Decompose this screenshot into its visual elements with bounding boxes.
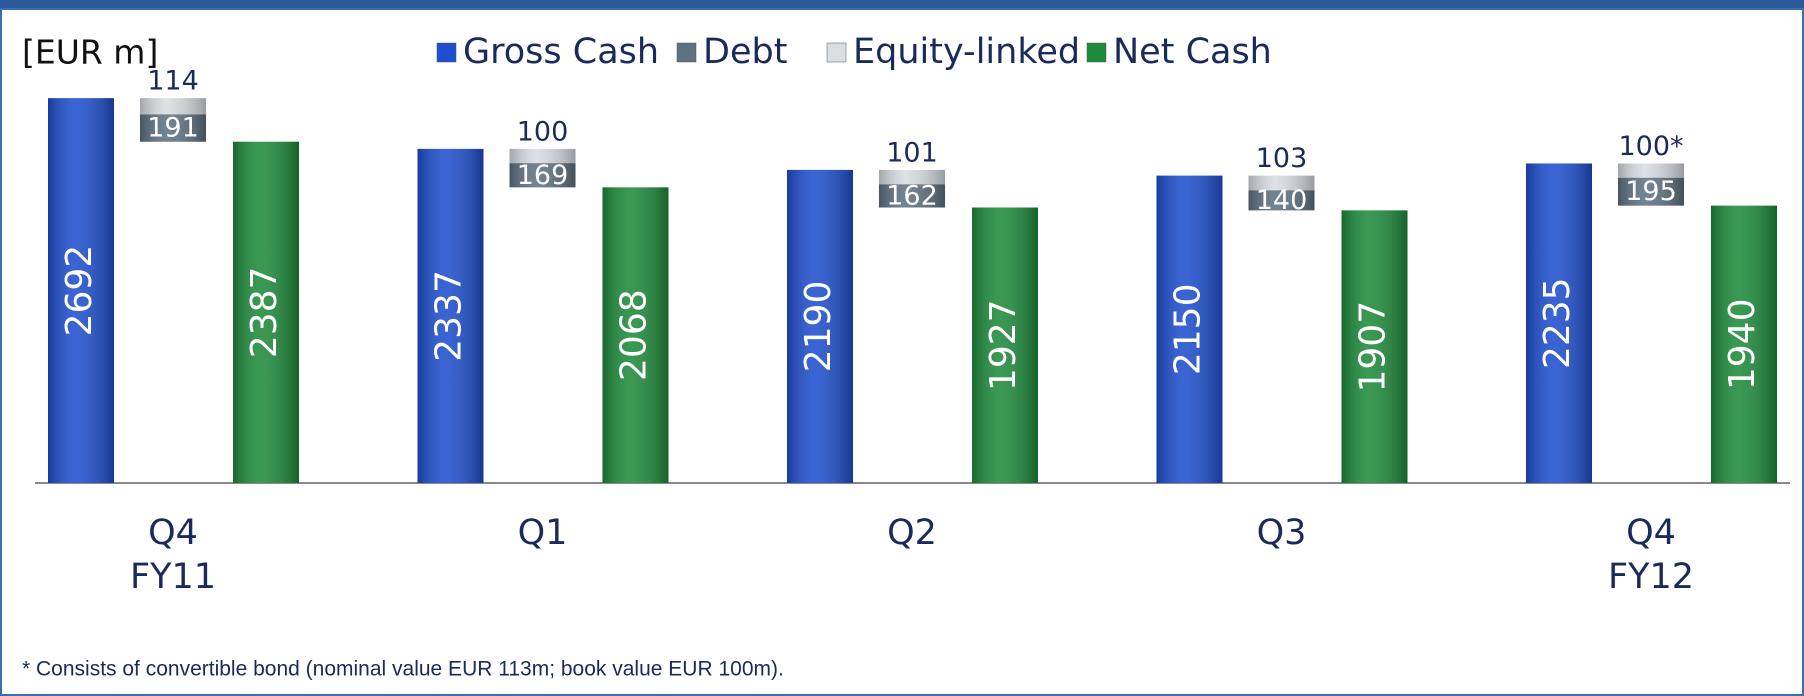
legend-label: Net Cash xyxy=(1113,32,1272,72)
value-label: 2190 xyxy=(798,281,839,373)
frame xyxy=(0,8,1804,696)
value-label: 169 xyxy=(517,160,569,191)
bar-group xyxy=(972,207,1038,483)
value-label: 1907 xyxy=(1353,301,1394,393)
value-label: 195 xyxy=(1625,176,1677,207)
bar-group xyxy=(1156,175,1223,483)
value-label: 1940 xyxy=(1722,299,1763,391)
bar-shade xyxy=(879,184,945,208)
legend-swatch xyxy=(1086,42,1107,63)
legend-label: Debt xyxy=(703,32,787,72)
bar-shade xyxy=(509,148,576,164)
value-label: 191 xyxy=(147,113,199,144)
legend-swatch xyxy=(436,42,457,63)
bar-group xyxy=(1711,205,1777,483)
bar-shade xyxy=(509,163,576,188)
bar-shade xyxy=(1618,177,1684,206)
bar-shade xyxy=(140,114,206,142)
bar-group xyxy=(509,163,576,188)
bar-group xyxy=(1526,163,1592,483)
bar-shade xyxy=(1341,210,1408,483)
value-label: 2337 xyxy=(429,270,470,362)
bar-group xyxy=(1341,210,1408,483)
bar-shade xyxy=(972,207,1038,483)
bar-group xyxy=(417,148,484,483)
legend-label: Equity-linked xyxy=(853,32,1080,72)
value-label: 101 xyxy=(886,137,938,168)
bar-shade xyxy=(1618,163,1684,178)
bar-group xyxy=(1248,175,1315,191)
x-tick-label: Q2 xyxy=(887,513,937,553)
value-label: 114 xyxy=(147,66,199,97)
bar-shade xyxy=(602,187,669,483)
legend-label: Gross Cash xyxy=(463,32,659,72)
value-label: 2150 xyxy=(1168,284,1209,376)
bar-shade xyxy=(1248,175,1315,191)
value-label: 162 xyxy=(886,180,938,211)
x-tick-label: Q4 FY12 xyxy=(1608,513,1694,597)
legend-swatch xyxy=(826,42,847,63)
x-tick-label: Q3 xyxy=(1257,513,1307,553)
bar-group xyxy=(140,114,206,142)
unit-label: [EUR m] xyxy=(22,33,158,72)
value-label: 1927 xyxy=(983,299,1024,391)
x-tick-label: Q1 xyxy=(518,513,568,553)
bar-group xyxy=(787,169,853,483)
value-label: 2387 xyxy=(244,267,285,359)
value-label: 100* xyxy=(1618,131,1683,162)
bar-group xyxy=(1248,190,1315,211)
footnote: * Consists of convertible bond (nominal … xyxy=(22,658,784,681)
legend-swatch xyxy=(676,42,697,63)
bar-group xyxy=(1618,163,1684,178)
bar-shade xyxy=(417,148,484,483)
bar-group xyxy=(602,187,669,483)
x-tick-label: Q4 FY11 xyxy=(130,513,216,597)
value-label: 103 xyxy=(1256,143,1308,174)
value-label: 140 xyxy=(1256,185,1308,216)
bar-shade xyxy=(1156,175,1223,483)
bar-group xyxy=(233,141,299,483)
value-label: 2692 xyxy=(59,245,100,337)
bar-group xyxy=(140,98,206,115)
header-strip xyxy=(0,0,1804,9)
bar-group xyxy=(509,148,576,164)
bar-shade xyxy=(1526,163,1592,483)
value-label: 2068 xyxy=(614,289,655,381)
bar-shade xyxy=(48,98,114,483)
value-label: 2235 xyxy=(1537,277,1578,369)
bar-group xyxy=(48,98,114,483)
bar-shade xyxy=(787,169,853,483)
bar-shade xyxy=(879,169,945,185)
bar-group xyxy=(879,184,945,208)
bar-shade xyxy=(233,141,299,483)
bar-shade xyxy=(140,98,206,115)
bar-shade xyxy=(1711,205,1777,483)
bar-group xyxy=(1618,177,1684,206)
bar-group xyxy=(879,169,945,185)
value-label: 100 xyxy=(517,116,569,147)
bar-shade xyxy=(1248,190,1315,211)
